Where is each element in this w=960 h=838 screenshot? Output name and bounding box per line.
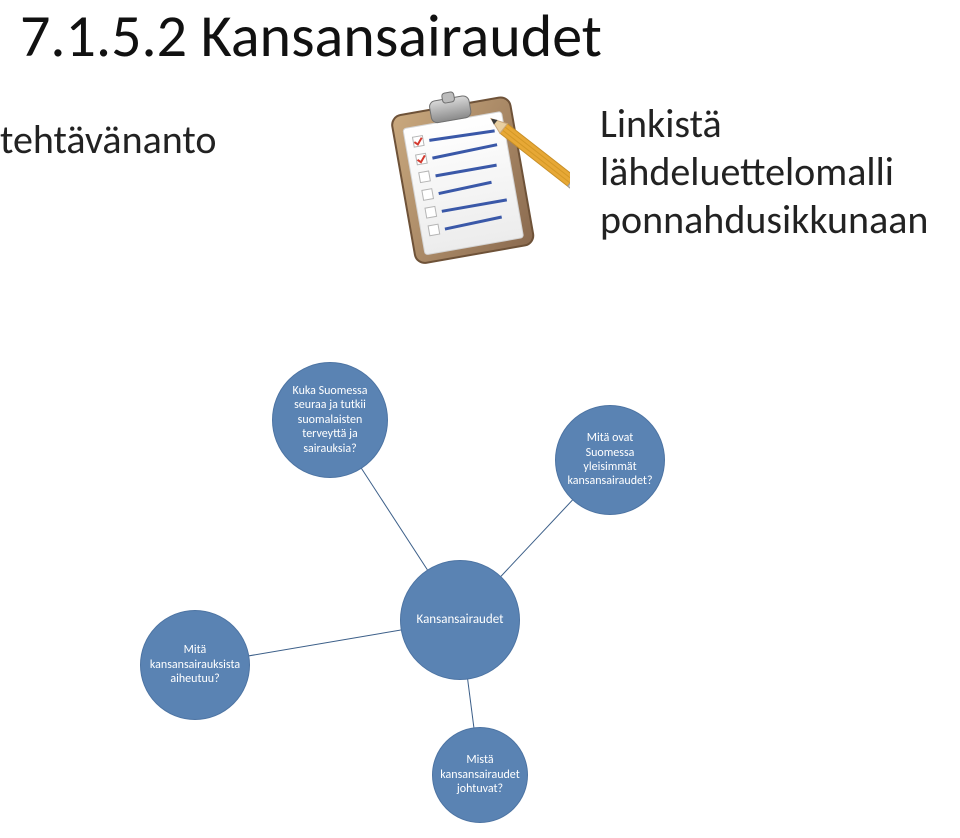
subtitle-left: tehtävänanto: [0, 115, 216, 164]
mindmap-node-n3: Mitä kansansairauksista aiheutuu?: [140, 610, 250, 720]
subtitle-right-line2: ponnahdusikkunaan: [600, 195, 928, 244]
mindmap-node-center: Kansansairaudet: [400, 560, 520, 680]
subtitle-right: Linkistä lähdeluettelomalli ponnahdusikk…: [600, 100, 960, 244]
mindmap: KansansairaudetKuka Suomessa seuraa ja t…: [80, 360, 880, 830]
clipboard-icon: [380, 85, 570, 265]
page-title: 7.1.5.2 Kansansairaudet: [20, 0, 602, 73]
mindmap-node-n4: Mistä kansansairaudet johtuvat?: [432, 727, 528, 823]
mindmap-node-n1: Kuka Suomessa seuraa ja tutkii suomalais…: [272, 362, 388, 478]
subtitle-right-line1: Linkistä lähdeluettelomalli: [600, 99, 894, 196]
mindmap-node-n2: Mitä ovat Suomessa yleisimmät kansansair…: [555, 405, 665, 515]
